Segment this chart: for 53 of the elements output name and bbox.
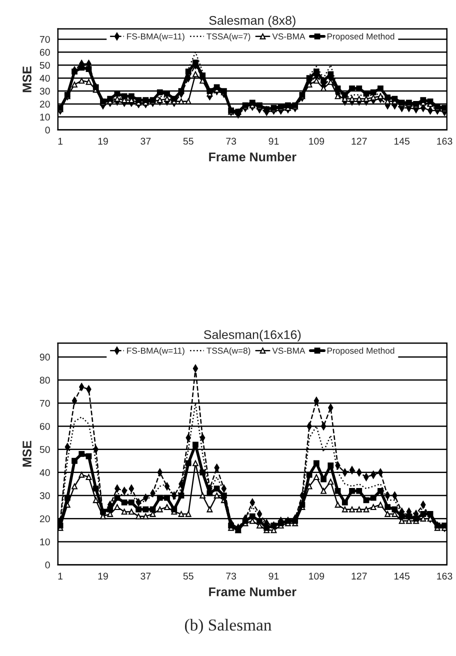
x-tick-label: 37 (140, 572, 151, 580)
y-tick-label: 0 (45, 562, 50, 568)
x-tick-label: 163 (437, 138, 452, 145)
x-tick-label: 73 (226, 572, 236, 580)
x-axis-title: Frame Number (209, 152, 296, 162)
y-tick-label: 10 (40, 538, 50, 546)
legend-label: TSSA(w=8) (206, 347, 250, 356)
y-tick-label: 0 (45, 126, 50, 134)
x-tick-label: 109 (309, 138, 324, 145)
y-tick-label: 30 (40, 492, 50, 500)
y-tick-label: 20 (40, 515, 50, 522)
x-tick-label: 91 (268, 572, 279, 580)
x-tick-label: 19 (98, 572, 108, 580)
y-tick-label: 10 (40, 114, 50, 121)
y-tick-label: 40 (40, 74, 50, 82)
x-tick-label: 127 (352, 138, 367, 145)
legend-label: FS-BMA(w=11) (127, 33, 184, 42)
y-tick-label: 30 (40, 88, 50, 95)
chart-title: Salesman (8x8) (209, 16, 296, 28)
y-tick-label: 20 (40, 100, 50, 108)
x-axis-title: Frame Number (209, 587, 296, 596)
chart-title: Salesman(16x16) (204, 330, 301, 342)
y-axis-title: MSE (22, 440, 32, 467)
legend-label: Proposed Method (327, 33, 394, 42)
x-tick-label: 73 (226, 138, 236, 145)
legend-label: VS-BMA (272, 33, 306, 40)
x-tick-label: 55 (183, 572, 194, 580)
y-tick-label: 40 (40, 469, 50, 476)
y-tick-label: 80 (40, 376, 50, 384)
text: (b) Salesman (184, 618, 272, 634)
y-tick-label: 60 (40, 48, 50, 56)
x-tick-label: 55 (183, 138, 194, 145)
legend-label: TSSA(w=7) (206, 33, 250, 42)
x-tick-label: 1 (58, 138, 63, 145)
x-tick-label: 91 (268, 138, 279, 145)
y-tick-label: 70 (40, 400, 50, 407)
legend-label: VS-BMA (272, 348, 306, 354)
y-tick-label: 70 (40, 36, 50, 43)
x-tick-label: 145 (394, 572, 410, 580)
x-tick-label: 19 (98, 138, 108, 145)
x-tick-label: 127 (352, 572, 367, 580)
x-tick-label: 37 (140, 138, 151, 145)
y-tick-label: 50 (40, 446, 50, 453)
legend-label: Proposed Method (327, 347, 394, 356)
x-tick-label: 145 (394, 138, 410, 145)
y-axis-title: MSE (22, 66, 32, 92)
legend-label: FS-BMA(w=11) (127, 347, 184, 356)
y-tick-label: 90 (40, 354, 50, 361)
y-tick-label: 50 (40, 62, 50, 69)
x-tick-label: 109 (309, 572, 324, 580)
y-tick-label: 60 (40, 422, 50, 430)
x-tick-label: 1 (58, 572, 63, 580)
x-tick-label: 163 (437, 572, 452, 580)
